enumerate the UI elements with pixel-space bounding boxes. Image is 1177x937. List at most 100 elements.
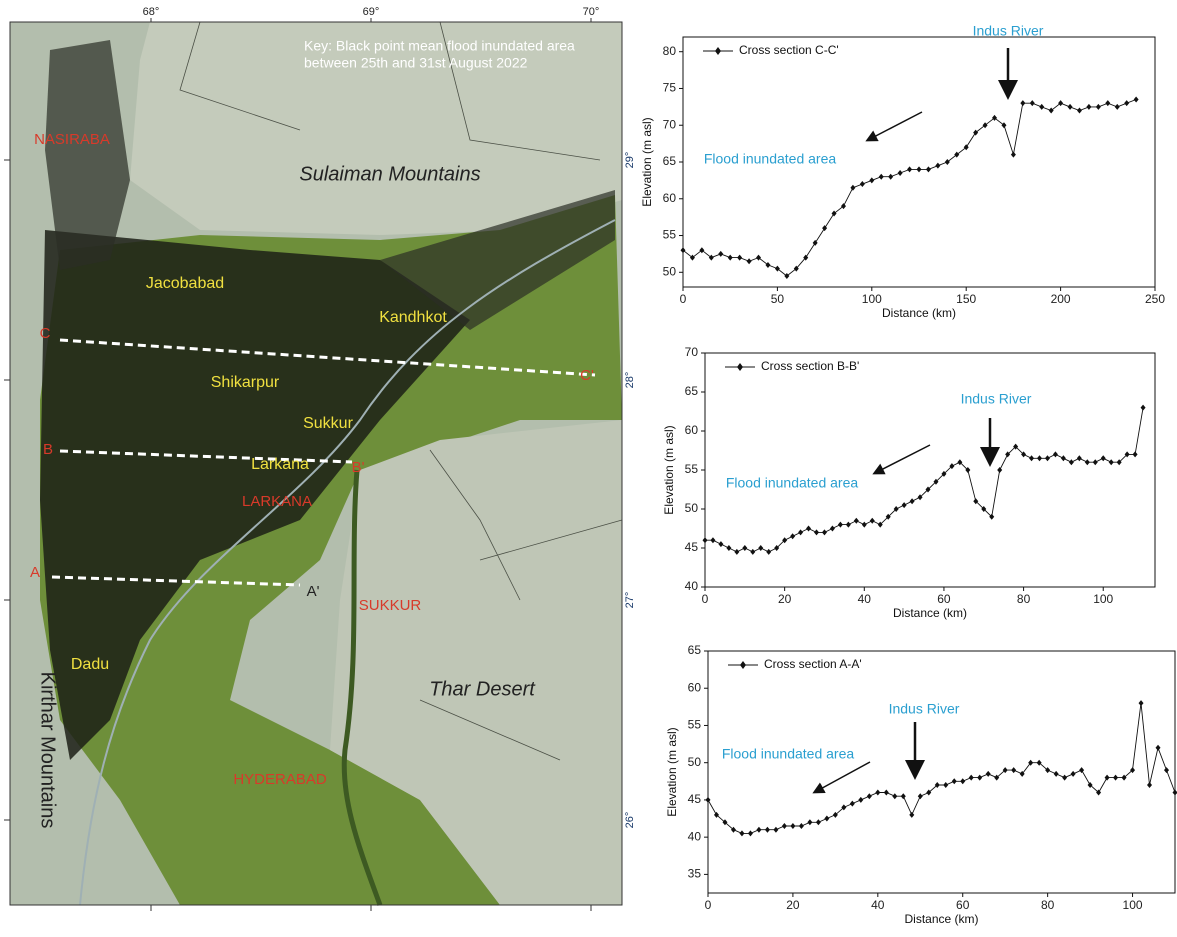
data-point (793, 265, 799, 272)
map-label: Shikarpur (211, 374, 280, 391)
y-axis-label: Elevation (m asl) (640, 117, 654, 206)
data-point (907, 166, 913, 173)
lat-tick-label: 29° (624, 152, 636, 169)
y-axis-label: Elevation (m asl) (662, 425, 676, 514)
data-point (949, 463, 955, 470)
data-point (957, 459, 963, 466)
x-tick-label: 80 (1017, 592, 1031, 606)
data-point (766, 548, 772, 555)
data-point (708, 254, 714, 261)
y-axis-label: Elevation (m asl) (665, 727, 679, 816)
map-label: A' (307, 583, 320, 600)
data-point (1124, 451, 1130, 458)
x-tick-label: 50 (771, 292, 785, 306)
legend-marker (740, 661, 746, 669)
legend-label: Cross section C-C' (739, 43, 839, 57)
data-point (824, 815, 830, 822)
x-axis-label: Distance (km) (882, 306, 956, 320)
y-tick-label: 40 (688, 829, 702, 843)
data-point (877, 521, 883, 528)
x-tick-label: 0 (680, 292, 687, 306)
data-point (1070, 770, 1076, 777)
annotation: Flood inundated area (726, 475, 859, 491)
data-point (1100, 455, 1106, 462)
data-point (1138, 700, 1144, 707)
chart: Cross section A-A' 0 20 40 60 80 100 35 40 45 50 55… (665, 643, 1177, 926)
series-line (707, 703, 1176, 834)
data-point (739, 830, 745, 837)
data-point (1076, 455, 1082, 462)
data-point (917, 793, 923, 800)
data-point (1079, 767, 1085, 774)
data-point (822, 225, 828, 232)
data-point (829, 525, 835, 532)
map-label: HYDERABAD (233, 771, 327, 788)
data-point (1002, 767, 1008, 774)
plot-frame (704, 352, 1156, 588)
data-point (897, 170, 903, 177)
data-point (943, 782, 949, 789)
data-point (933, 478, 939, 485)
legend-marker (715, 47, 721, 55)
x-tick-label: 20 (786, 898, 800, 912)
data-point (981, 506, 987, 512)
data-point (784, 272, 790, 279)
data-point (756, 254, 762, 261)
y-tick-label: 35 (688, 867, 702, 881)
y-tick-label: 60 (688, 680, 702, 694)
section-line (59, 449, 353, 464)
data-point (1133, 96, 1139, 103)
annotation-arrow (812, 761, 871, 794)
data-point (994, 774, 1000, 781)
data-point (1062, 774, 1068, 781)
data-point (853, 517, 859, 524)
annotation: Indus River (973, 23, 1044, 39)
data-point (1105, 100, 1111, 107)
map-label: A (30, 564, 40, 581)
y-tick-label: 50 (685, 501, 699, 515)
y-tick-label: 60 (663, 191, 677, 205)
y-tick-label: 45 (688, 792, 702, 806)
data-point (747, 830, 753, 837)
lat-tick-label: 26° (624, 812, 636, 829)
data-point (1058, 100, 1064, 107)
data-point (765, 261, 771, 268)
data-point (1048, 107, 1054, 114)
annotation-arrow (865, 111, 923, 142)
y-tick-label: 60 (685, 423, 699, 437)
data-point (806, 525, 812, 532)
x-tick-label: 60 (956, 898, 970, 912)
data-point (1029, 455, 1035, 462)
y-tick-label: 65 (685, 384, 699, 398)
x-tick-label: 40 (871, 898, 885, 912)
data-point (1010, 151, 1016, 158)
data-point (718, 541, 724, 548)
data-point (963, 144, 969, 151)
x-tick-label: 0 (705, 898, 712, 912)
data-point (992, 114, 998, 121)
data-point (840, 203, 846, 210)
map-label: NASIRABA (34, 131, 110, 148)
data-point (831, 210, 837, 217)
chart: Cross section B-B' 0 20 40 60 80 100 40 45 50 55 60… (662, 345, 1156, 620)
data-point (1067, 103, 1073, 110)
y-tick-label: 55 (685, 462, 699, 476)
data-point (742, 545, 748, 551)
data-point (773, 826, 779, 833)
data-point (892, 793, 898, 800)
data-point (1096, 789, 1102, 796)
data-point (699, 247, 705, 254)
x-tick-label: 40 (858, 592, 872, 606)
map-label: C (40, 325, 51, 342)
data-point (750, 548, 756, 555)
data-point (850, 184, 856, 191)
data-point (726, 545, 732, 551)
data-point (1086, 103, 1092, 110)
data-point (954, 151, 960, 158)
series-line (682, 99, 1137, 277)
data-point (1052, 451, 1058, 458)
map-label: B' (352, 459, 365, 476)
data-point (774, 545, 780, 551)
data-point (997, 467, 1003, 473)
